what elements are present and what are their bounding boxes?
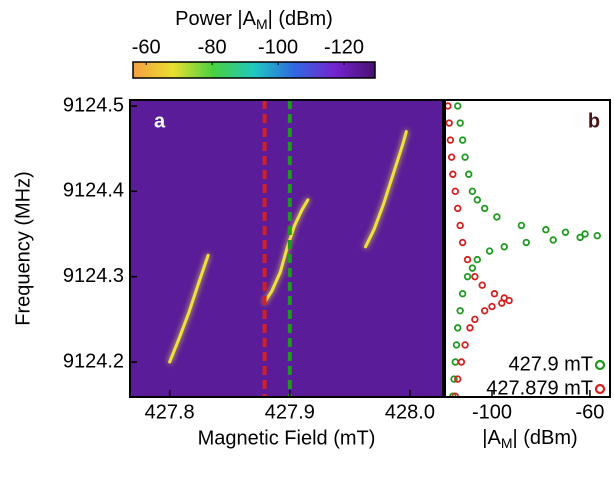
colorbar-tick-label: -120: [324, 36, 364, 58]
data-point: [463, 272, 472, 281]
data-point: [465, 170, 473, 178]
data-point: [450, 375, 458, 383]
colorbar-title: Power |AM| (dBm): [175, 8, 333, 31]
resonance-trace: [364, 130, 408, 249]
x-axis-label-sub: M: [501, 435, 513, 451]
data-point: [485, 247, 494, 255]
data-point: [493, 213, 501, 221]
data-point: [561, 228, 570, 236]
data-point: [549, 236, 557, 244]
legend-label: 427.879 mT: [486, 377, 593, 399]
data-point: [466, 324, 474, 332]
data-point: [454, 375, 462, 383]
x-axis-label: |AM| (dBm): [482, 427, 577, 450]
x-tick-label: 427.9: [265, 401, 315, 423]
data-point: [542, 226, 550, 234]
x-axis-label-tail: | (dBm): [513, 427, 578, 449]
legend-marker: [594, 383, 606, 395]
y-tick-label: 9124.5: [63, 94, 124, 116]
data-point: [471, 272, 479, 281]
x-tick-label: 427.8: [145, 401, 195, 423]
legend-label: 427.9 mT: [509, 353, 593, 375]
data-point: [576, 233, 584, 242]
data-point: [454, 324, 462, 332]
data-point: [498, 299, 506, 307]
data-point: [478, 281, 486, 289]
panel-label: b: [588, 110, 600, 132]
data-point: [456, 119, 464, 127]
data-point: [480, 307, 489, 315]
data-point: [522, 238, 530, 247]
resonance-trace: [263, 198, 310, 304]
data-point: [463, 255, 472, 264]
data-point: [581, 230, 589, 238]
data-point: [593, 231, 601, 240]
colorbar-title-sub: M: [256, 16, 268, 32]
legend-marker: [594, 359, 606, 371]
heatmap-traces: [168, 130, 408, 364]
frame: [129, 99, 444, 398]
plot-background: [445, 100, 610, 397]
data-point: [445, 119, 453, 127]
data-point: [468, 187, 477, 196]
colorbar: [132, 61, 376, 79]
colorbar-title-text: Power |A: [175, 8, 256, 30]
data-point: [457, 358, 466, 366]
colorbar-title-tail: | (dBm): [268, 8, 333, 30]
data-point: [500, 243, 508, 251]
data-point: [490, 290, 499, 298]
frame: [444, 99, 611, 398]
x-tick-label: -60: [575, 401, 604, 423]
x-axis-label-text: |A: [482, 427, 501, 449]
data-point: [505, 296, 513, 305]
data-point: [447, 153, 456, 161]
x-tick-label: 428.0: [385, 401, 435, 423]
data-point: [488, 302, 496, 311]
data-point: [449, 170, 457, 178]
data-point: [458, 238, 467, 247]
data-point: [456, 221, 464, 230]
x-axis-label: Magnetic Field (mT): [198, 427, 376, 449]
x-tick-label: -100: [472, 401, 512, 423]
y-tick-label: 9124.4: [63, 180, 124, 202]
colorbar-tick-label: -60: [132, 36, 161, 58]
data-point: [473, 196, 482, 204]
data-point: [451, 410, 457, 416]
data-point: [452, 341, 461, 349]
y-tick-label: 9124.3: [63, 265, 124, 287]
y-tick-label: 9124.2: [63, 350, 124, 372]
resonance-trace: [168, 253, 210, 364]
data-point: [480, 204, 489, 213]
data-point: [456, 307, 464, 315]
data-point: [451, 187, 459, 196]
y-axis-label: Frequency (MHz): [12, 171, 34, 325]
data-point: [454, 204, 462, 213]
data-point: [473, 255, 482, 264]
panel-label: a: [154, 110, 166, 132]
data-point: [461, 153, 469, 161]
data-point: [468, 264, 477, 272]
colorbar-tick-label: -80: [198, 36, 227, 58]
data-point: [454, 102, 462, 110]
colorbar-tick-label: -100: [258, 36, 298, 58]
data-point: [461, 341, 469, 349]
data-point: [458, 290, 467, 298]
data-point: [458, 136, 467, 144]
data-point: [449, 410, 455, 416]
data-point: [471, 315, 479, 324]
data-point: [517, 221, 526, 230]
data-point: [446, 136, 455, 144]
